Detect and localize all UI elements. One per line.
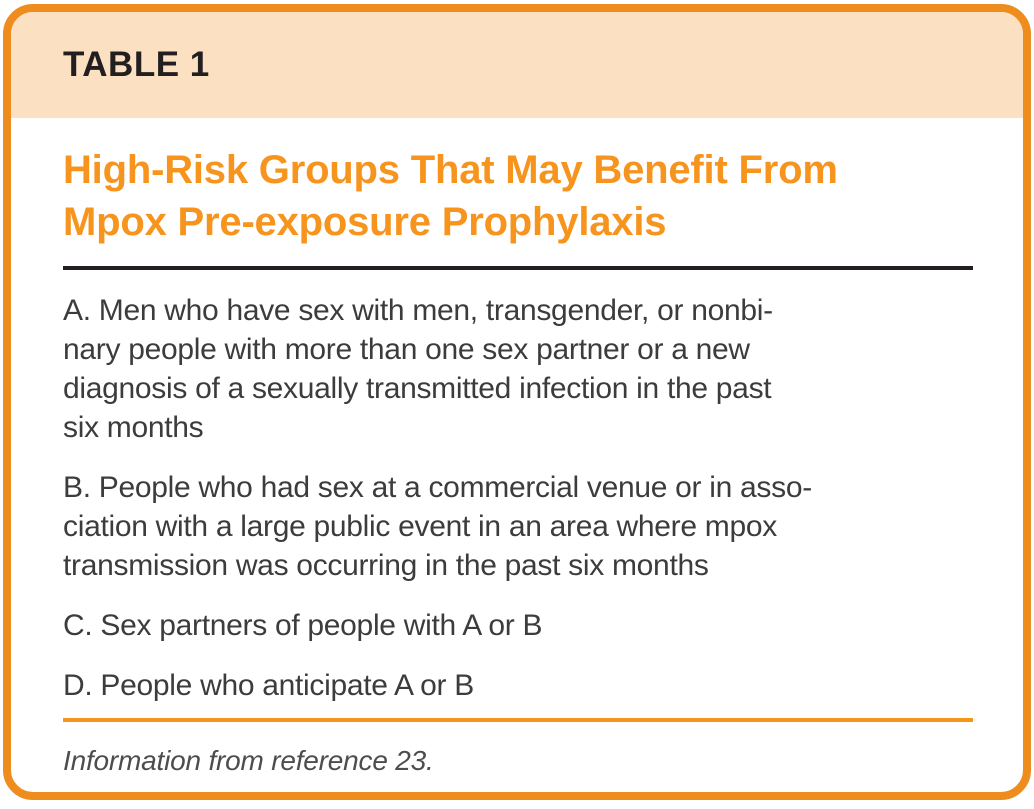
list-item-line: six months bbox=[63, 411, 204, 444]
list-item-a: A. Men who have sex with men, transgende… bbox=[63, 291, 973, 447]
list-item-line: transmission was occurring in the past s… bbox=[63, 549, 709, 582]
list-item-b: B. People who had sex at a commercial ve… bbox=[63, 468, 973, 585]
title-divider-rule bbox=[63, 266, 973, 270]
list-item-line: C. Sex partners of people with A or B bbox=[63, 609, 543, 642]
list-item-line: A. Men who have sex with men, transgende… bbox=[63, 294, 773, 327]
list-item-line: B. People who had sex at a commercial ve… bbox=[63, 471, 812, 504]
table-header-band: TABLE 1 bbox=[11, 12, 1023, 118]
list-item-c: C. Sex partners of people with A or B bbox=[63, 606, 973, 645]
list-item-d: D. People who anticipate A or B bbox=[63, 666, 973, 705]
table-title: High-Risk Groups That May Benefit From M… bbox=[63, 144, 973, 248]
source-footnote: Information from reference 23. bbox=[63, 745, 434, 776]
table-title-line: High-Risk Groups That May Benefit From bbox=[63, 148, 838, 192]
footer-divider-rule bbox=[63, 718, 973, 722]
table-content: High-Risk Groups That May Benefit From M… bbox=[11, 118, 1023, 779]
table-title-line: Mpox Pre-exposure Prophylaxis bbox=[63, 200, 667, 244]
list-item-line: nary people with more than one sex partn… bbox=[63, 333, 750, 366]
table-card: TABLE 1 High-Risk Groups That May Benefi… bbox=[3, 4, 1031, 800]
list-item-line: ciation with a large public event in an … bbox=[63, 510, 777, 543]
list-item-line: diagnosis of a sexually transmitted infe… bbox=[63, 372, 772, 405]
table-label: TABLE 1 bbox=[63, 45, 210, 84]
list-item-line: D. People who anticipate A or B bbox=[63, 669, 474, 702]
